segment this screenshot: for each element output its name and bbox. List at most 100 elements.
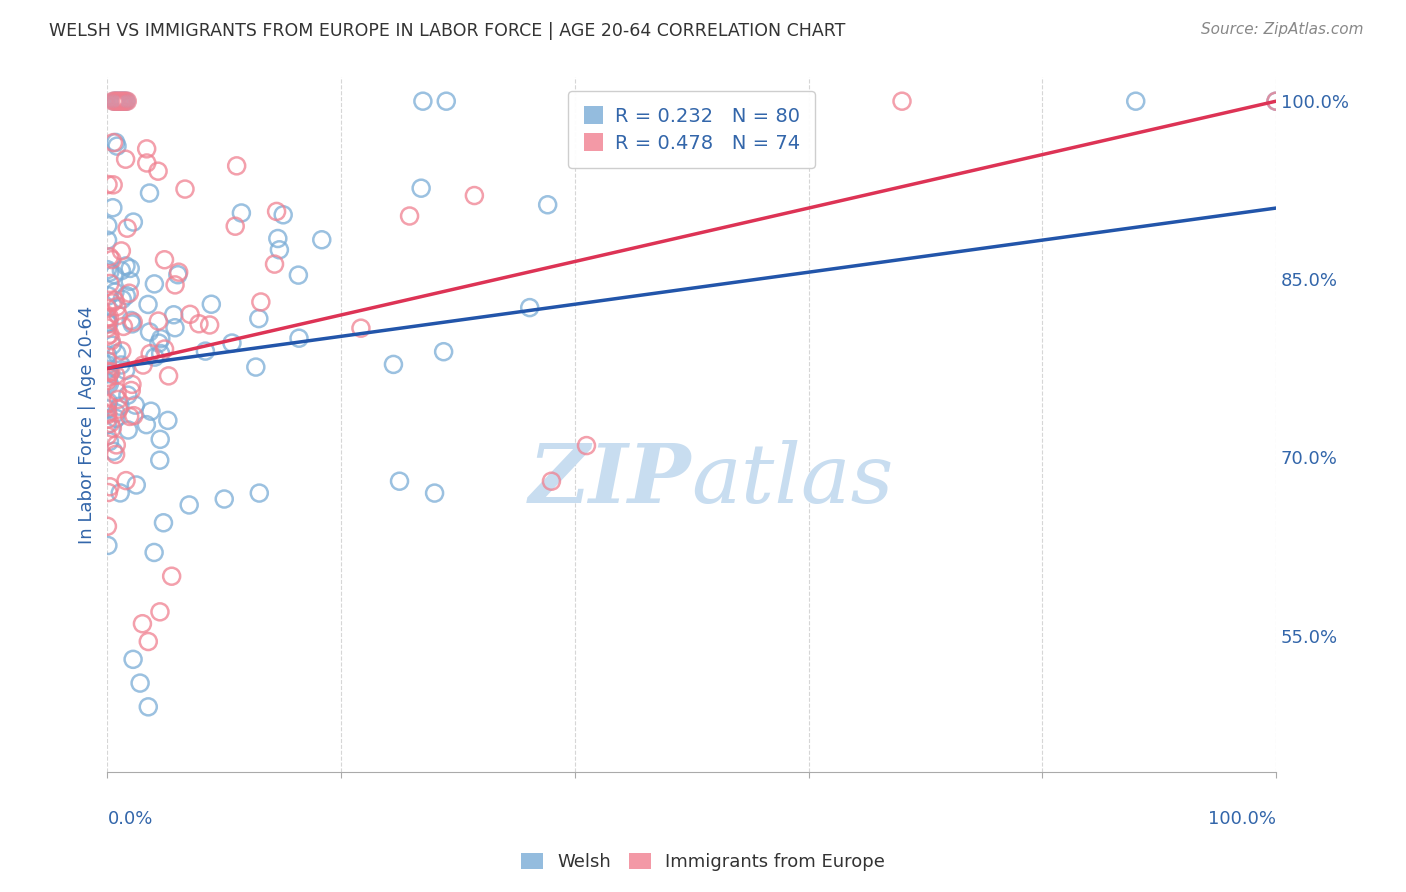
Point bbox=[149, 605, 172, 619]
Point bbox=[194, 344, 217, 359]
Point bbox=[139, 404, 162, 418]
Point bbox=[112, 319, 135, 334]
Text: WELSH VS IMMIGRANTS FROM EUROPE IN LABOR FORCE | AGE 20-64 CORRELATION CHART: WELSH VS IMMIGRANTS FROM EUROPE IN LABOR… bbox=[49, 22, 845, 40]
Point bbox=[96, 408, 118, 422]
Point bbox=[138, 325, 160, 339]
Text: atlas: atlas bbox=[692, 441, 894, 520]
Point bbox=[97, 375, 120, 389]
Point bbox=[136, 297, 159, 311]
Point bbox=[225, 159, 247, 173]
Point bbox=[104, 94, 127, 108]
Point bbox=[107, 392, 129, 407]
Point bbox=[148, 314, 170, 328]
Point bbox=[139, 346, 162, 360]
Point bbox=[98, 434, 121, 449]
Point bbox=[104, 285, 127, 299]
Point bbox=[96, 317, 118, 331]
Point bbox=[117, 94, 139, 108]
Point bbox=[163, 308, 186, 322]
Point bbox=[135, 156, 157, 170]
Point bbox=[122, 409, 145, 423]
Point bbox=[267, 231, 290, 245]
Point bbox=[105, 384, 128, 399]
Point bbox=[105, 406, 128, 420]
Point bbox=[103, 444, 125, 458]
Point bbox=[266, 204, 288, 219]
Point bbox=[120, 261, 142, 276]
Point bbox=[537, 198, 560, 212]
Point bbox=[108, 486, 131, 500]
Point bbox=[1265, 94, 1288, 108]
Point bbox=[97, 178, 120, 192]
Point bbox=[156, 413, 179, 427]
Point bbox=[110, 94, 132, 108]
Point bbox=[224, 219, 246, 234]
Text: 0.0%: 0.0% bbox=[107, 810, 153, 829]
Point bbox=[411, 181, 433, 195]
Point bbox=[103, 268, 125, 282]
Point bbox=[104, 136, 127, 150]
Point bbox=[98, 365, 121, 379]
Point bbox=[121, 317, 143, 331]
Point bbox=[105, 346, 128, 360]
Point bbox=[124, 398, 146, 412]
Point bbox=[96, 301, 118, 316]
Point bbox=[121, 377, 143, 392]
Point bbox=[115, 288, 138, 302]
Point bbox=[118, 286, 141, 301]
Point bbox=[117, 423, 139, 437]
Point bbox=[98, 310, 121, 325]
Point bbox=[575, 439, 598, 453]
Point bbox=[107, 402, 129, 417]
Point bbox=[519, 301, 541, 315]
Point bbox=[434, 94, 457, 108]
Point bbox=[463, 188, 485, 202]
Point bbox=[105, 139, 128, 153]
Point bbox=[122, 652, 145, 666]
Point bbox=[136, 634, 159, 648]
Point bbox=[97, 321, 120, 335]
Point bbox=[179, 498, 201, 512]
Point bbox=[120, 274, 142, 288]
Point bbox=[104, 447, 127, 461]
Point bbox=[115, 474, 138, 488]
Point bbox=[153, 342, 176, 356]
Point bbox=[138, 186, 160, 200]
Point bbox=[107, 94, 129, 108]
Point bbox=[96, 397, 118, 411]
Point bbox=[163, 320, 186, 334]
Point bbox=[96, 519, 118, 533]
Point bbox=[149, 453, 172, 467]
Point bbox=[388, 474, 411, 488]
Point bbox=[200, 297, 222, 311]
Point bbox=[97, 219, 120, 233]
Point bbox=[250, 295, 273, 310]
Point bbox=[96, 329, 118, 343]
Point bbox=[146, 164, 169, 178]
Point bbox=[132, 358, 155, 372]
Point bbox=[152, 516, 174, 530]
Point bbox=[98, 265, 121, 279]
Point bbox=[105, 94, 128, 108]
Point bbox=[247, 486, 270, 500]
Point bbox=[114, 363, 136, 377]
Point bbox=[97, 315, 120, 329]
Point bbox=[382, 358, 405, 372]
Point bbox=[263, 257, 285, 271]
Point bbox=[110, 358, 132, 372]
Point bbox=[423, 486, 446, 500]
Point bbox=[269, 243, 291, 257]
Point bbox=[96, 311, 118, 326]
Point bbox=[117, 388, 139, 402]
Point bbox=[179, 307, 201, 321]
Point bbox=[97, 485, 120, 500]
Point bbox=[96, 348, 118, 362]
Point bbox=[107, 309, 129, 323]
Point bbox=[165, 277, 187, 292]
Point bbox=[97, 412, 120, 426]
Point bbox=[98, 250, 121, 264]
Point bbox=[118, 409, 141, 424]
Point bbox=[212, 491, 235, 506]
Text: ZIP: ZIP bbox=[529, 441, 692, 520]
Point bbox=[97, 395, 120, 409]
